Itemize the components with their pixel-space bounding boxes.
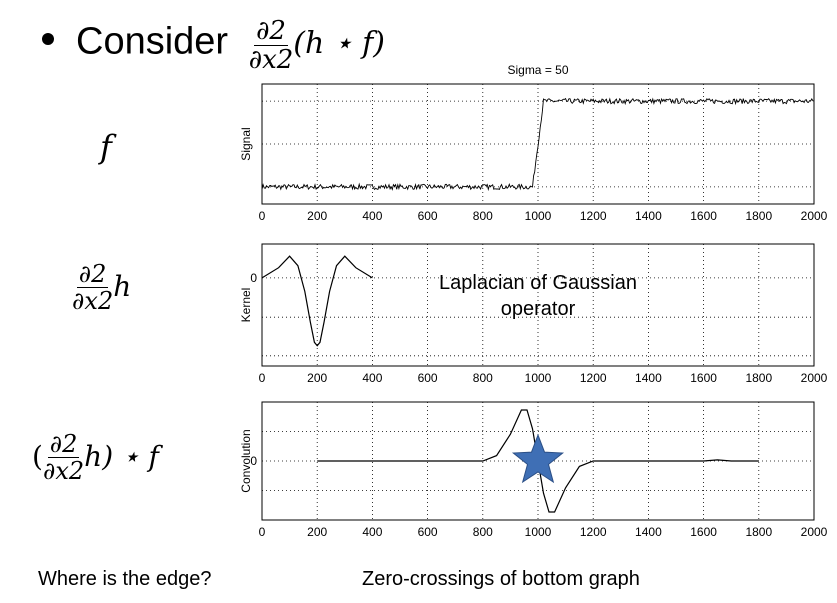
log-annotation: Laplacian of Gaussian operator bbox=[418, 270, 658, 322]
header-expression-tail: (h ⋆ f) bbox=[293, 26, 385, 62]
x-tick-label: 1400 bbox=[635, 209, 662, 223]
convolution-open-paren: ( bbox=[32, 439, 43, 473]
x-tick-label: 0 bbox=[259, 209, 266, 223]
kernel-label-tail: h bbox=[113, 269, 132, 303]
x-tick-label: 0 bbox=[259, 371, 266, 385]
x-tick-label: 2000 bbox=[801, 525, 828, 539]
x-tick-label: 1600 bbox=[690, 371, 717, 385]
series-line bbox=[261, 97, 815, 192]
header-word: Consider bbox=[76, 20, 229, 63]
x-tick-label: 1800 bbox=[745, 209, 772, 223]
x-tick-label: 1000 bbox=[525, 525, 552, 539]
x-tick-label: 0 bbox=[259, 525, 266, 539]
marker-layer bbox=[511, 433, 565, 484]
series-line bbox=[261, 255, 373, 347]
y-tick-label: 0 bbox=[250, 454, 257, 468]
convolution-chart: 0 200 400 600 800 1000 1200 1400 1600 1800 20000Co… bbox=[239, 401, 828, 539]
x-tick-label: 1000 bbox=[525, 371, 552, 385]
convolution-label-tail: h) ⋆ f bbox=[84, 439, 159, 473]
annotation-line-2: operator bbox=[500, 298, 576, 320]
x-tick-label: 200 bbox=[307, 209, 327, 223]
bullet-icon bbox=[42, 33, 54, 46]
x-tick-label: 1200 bbox=[580, 525, 607, 539]
x-tick-label: 1800 bbox=[745, 525, 772, 539]
signal-chart: 0 200 400 600 800 1000 1200 1400 1600 1800 2000 Sig… bbox=[239, 83, 828, 223]
x-tick-label: 600 bbox=[418, 525, 438, 539]
kernel-chart: 0 200 400 600 800 1000 1200 1400 1600 1800 2000 0 Ke… bbox=[239, 243, 828, 385]
x-tick-label: 600 bbox=[418, 209, 438, 223]
y-axis-label: Signal bbox=[239, 127, 253, 160]
header-fraction: ∂2 ∂x2 bbox=[248, 16, 294, 76]
x-tick-label: 400 bbox=[362, 209, 382, 223]
x-tick-label: 1400 bbox=[635, 371, 662, 385]
footer-answer: Zero-crossings of bottom graph bbox=[362, 568, 640, 590]
convolution-fraction-num: ∂2 bbox=[47, 430, 80, 459]
series-line bbox=[317, 409, 759, 513]
x-tick-label: 800 bbox=[473, 525, 493, 539]
x-tick-label: 2000 bbox=[801, 371, 828, 385]
x-tick-label: 400 bbox=[362, 371, 382, 385]
x-tick-label: 1600 bbox=[690, 209, 717, 223]
header-expression: ∂2 ∂x2 (h ⋆ f) bbox=[249, 17, 385, 74]
x-tick-label: 1600 bbox=[690, 525, 717, 539]
x-tick-label: 200 bbox=[307, 525, 327, 539]
annotation-line-1: Laplacian of Gaussian bbox=[439, 272, 637, 294]
x-tick-label: 1400 bbox=[635, 525, 662, 539]
header-fraction-den: ∂x2 bbox=[248, 45, 294, 76]
y-axis-label: Convolution bbox=[239, 429, 253, 492]
signal-label: f bbox=[100, 128, 112, 166]
y-tick-label: 0 bbox=[250, 271, 257, 285]
x-tick-label: 800 bbox=[473, 209, 493, 223]
header-fraction-num: ∂2 bbox=[253, 16, 288, 47]
x-tick-label: 800 bbox=[473, 371, 493, 385]
kernel-fraction: ∂2 ∂x2 bbox=[72, 260, 114, 316]
x-tick-label: 1800 bbox=[745, 371, 772, 385]
y-axis-label: Kernel bbox=[239, 288, 253, 323]
x-tick-label: 2000 bbox=[801, 209, 828, 223]
chart-title: Sigma = 50 bbox=[507, 63, 568, 77]
footer-question: Where is the edge? bbox=[38, 568, 212, 590]
x-tick-label: 1200 bbox=[580, 371, 607, 385]
kernel-fraction-num: ∂2 bbox=[76, 260, 109, 289]
kernel-label: ∂2 ∂x2 h bbox=[72, 260, 132, 316]
x-tick-label: 200 bbox=[307, 371, 327, 385]
x-tick-label: 600 bbox=[418, 371, 438, 385]
x-tick-label: 1000 bbox=[525, 209, 552, 223]
x-tick-label: 1200 bbox=[580, 209, 607, 223]
convolution-fraction-den: ∂x2 bbox=[42, 457, 85, 486]
kernel-fraction-den: ∂x2 bbox=[72, 287, 114, 316]
convolution-fraction: ∂2 ∂x2 bbox=[42, 430, 85, 486]
header-line: Consider ∂2 ∂x2 (h ⋆ f) bbox=[42, 17, 385, 75]
x-tick-label: 400 bbox=[362, 525, 382, 539]
star-marker-icon bbox=[511, 433, 565, 484]
convolution-label: ( ∂2 ∂x2 h) ⋆ f bbox=[32, 430, 159, 486]
